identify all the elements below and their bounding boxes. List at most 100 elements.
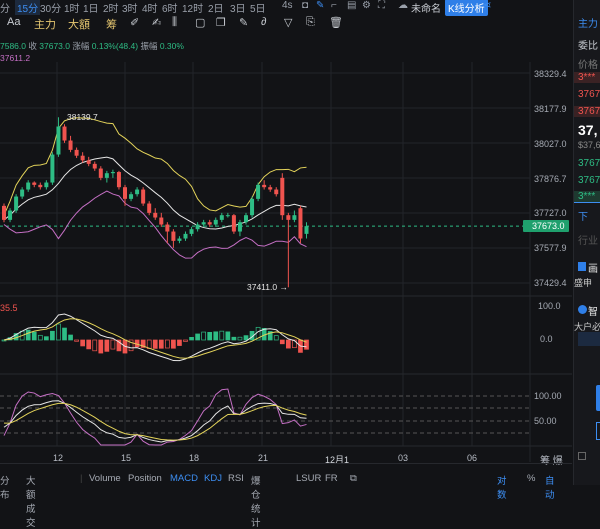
price-tick: 38329.4 xyxy=(534,69,567,79)
attach-icon[interactable]: ∂ xyxy=(261,16,267,28)
candle-body xyxy=(68,140,73,150)
log-scale-button[interactable]: 对数 xyxy=(497,476,507,501)
card-title[interactable]: 画 xyxy=(588,264,598,275)
macd-bar xyxy=(273,335,279,341)
camera-icon[interactable]: ◘ xyxy=(302,0,309,11)
note-icon[interactable]: ⎘ xyxy=(306,16,315,28)
macd-bar xyxy=(43,336,49,341)
date-tick: 21 xyxy=(258,453,269,463)
auto-scale-button[interactable]: 自动 xyxy=(545,476,555,501)
candle-body xyxy=(92,163,97,169)
interval-30m[interactable]: 30分 xyxy=(40,4,62,15)
macd-bar xyxy=(116,339,122,352)
ask-row[interactable]: 3767 xyxy=(574,106,600,117)
industry-tab[interactable]: 行业 xyxy=(578,236,598,247)
price-tick: 37429.4 xyxy=(534,278,567,288)
kline-chart[interactable] xyxy=(0,0,572,465)
percent-scale-button[interactable]: % xyxy=(527,473,536,484)
candle-body xyxy=(141,189,146,204)
indicator-rsi[interactable]: RSI xyxy=(228,473,244,484)
interval-2h[interactable]: 2时 xyxy=(103,4,119,15)
interval-15m[interactable]: 15分 xyxy=(15,0,41,15)
interval-4h[interactable]: 4时 xyxy=(142,4,158,15)
indicator-kdj[interactable]: KDJ xyxy=(204,473,222,484)
copy-icon[interactable]: ❐ xyxy=(216,17,226,29)
bid-row[interactable]: 3767 xyxy=(578,175,600,186)
interval-0[interactable]: 分 xyxy=(0,4,10,15)
cloud-icon[interactable]: ☁ xyxy=(398,0,408,11)
filter-icon[interactable]: ▽ xyxy=(284,17,293,29)
indicator-macd[interactable]: MACD xyxy=(170,473,198,484)
indicator-position[interactable]: Position xyxy=(128,473,162,484)
candle-body xyxy=(250,198,255,216)
trash-icon[interactable]: 🗑 xyxy=(329,17,343,29)
external-link-icon[interactable]: ⧉ xyxy=(350,473,357,484)
chips-button[interactable]: 筹 xyxy=(106,19,117,31)
card-title[interactable]: 智 xyxy=(588,307,598,318)
indicator-fr[interactable]: FR xyxy=(325,473,338,484)
kdj-d-line xyxy=(4,402,307,441)
bid-row[interactable]: 3*** xyxy=(574,191,600,203)
interval-3h[interactable]: 3时 xyxy=(122,4,138,15)
refresh-interval[interactable]: 4s xyxy=(282,0,293,11)
price-tick: 38027.0 xyxy=(534,139,567,149)
checkbox[interactable] xyxy=(578,452,586,460)
ask-row[interactable]: 3*** xyxy=(574,72,600,83)
pen-icon[interactable]: ✎ xyxy=(316,0,325,11)
settings-icon[interactable]: ⚙ xyxy=(362,0,371,11)
main-force-button[interactable]: 主力 xyxy=(34,19,56,31)
bid-row[interactable]: 3767 xyxy=(578,158,600,169)
share-icon[interactable]: ⋖ xyxy=(483,0,492,11)
crop-icon[interactable]: ⌐ xyxy=(331,0,337,11)
lock-icon[interactable]: ▢ xyxy=(195,17,206,29)
edit-icon[interactable]: ✎ xyxy=(239,17,249,29)
candle-body xyxy=(237,222,242,232)
price-header: 价格 xyxy=(578,60,598,71)
quantity-input[interactable] xyxy=(596,422,600,440)
low-label: 37411.0 → xyxy=(247,282,288,292)
brush-icon[interactable]: ✍ xyxy=(152,17,162,29)
indicator-liquidation[interactable]: 爆仓统计 xyxy=(251,476,261,529)
indicator-volume[interactable]: Volume xyxy=(89,473,121,484)
date-tick: 15 xyxy=(121,453,132,463)
axis-settings[interactable]: 筹 爆 xyxy=(540,456,563,467)
boll-lower-line xyxy=(3,190,307,259)
ask-row[interactable]: 3767 xyxy=(578,89,600,100)
interval-1h[interactable]: 1时 xyxy=(64,4,80,15)
order-button[interactable] xyxy=(596,385,600,411)
macd-bar xyxy=(128,339,134,352)
save-icon[interactable]: ▤ xyxy=(347,0,357,11)
measure-icon[interactable]: ⫼ xyxy=(172,16,178,28)
indicator-lsur[interactable]: LSUR xyxy=(296,473,322,484)
interval-1d[interactable]: 1日 xyxy=(83,4,99,15)
tab-main-force[interactable]: 主力 xyxy=(578,19,598,30)
interval-6h[interactable]: 6时 xyxy=(162,4,178,15)
candle-body xyxy=(213,219,218,225)
fullscreen-icon[interactable]: ⛶ xyxy=(378,0,385,11)
candle-body xyxy=(26,182,31,190)
candle-body xyxy=(304,226,309,234)
ohlc-info: 7586.0 收 37673.0 涨幅 0.13%(48.4) 振幅 0.30% xyxy=(0,40,184,52)
macd-bar xyxy=(25,329,31,341)
candle-body xyxy=(177,238,182,241)
tab-large-trades[interactable]: 大额成交 xyxy=(26,476,36,529)
more-link[interactable]: 下 xyxy=(578,212,588,223)
interval-5d[interactable]: 5日 xyxy=(250,4,266,15)
macd-bar xyxy=(304,339,309,350)
interval-2d[interactable]: 2日 xyxy=(208,4,224,15)
tab-distribution[interactable]: 分布 xyxy=(0,476,10,501)
layout-name[interactable]: 未命名 xyxy=(411,4,441,15)
interval-3d[interactable]: 3日 xyxy=(230,4,246,15)
font-button[interactable]: Aa xyxy=(7,16,21,28)
macd-bar xyxy=(152,339,158,349)
macd-bar xyxy=(56,323,61,341)
candle-body xyxy=(159,217,164,225)
pencil-icon[interactable]: ✐ xyxy=(130,17,140,29)
card-icon xyxy=(578,262,586,271)
candle-body xyxy=(286,215,291,220)
macd-dea-line xyxy=(3,318,307,359)
macd-tick: 0.0 xyxy=(540,334,553,344)
analysis-button[interactable]: K线分析 xyxy=(445,0,488,16)
interval-12h[interactable]: 12时 xyxy=(182,4,204,15)
large-orders-button[interactable]: 大額 xyxy=(68,19,90,31)
